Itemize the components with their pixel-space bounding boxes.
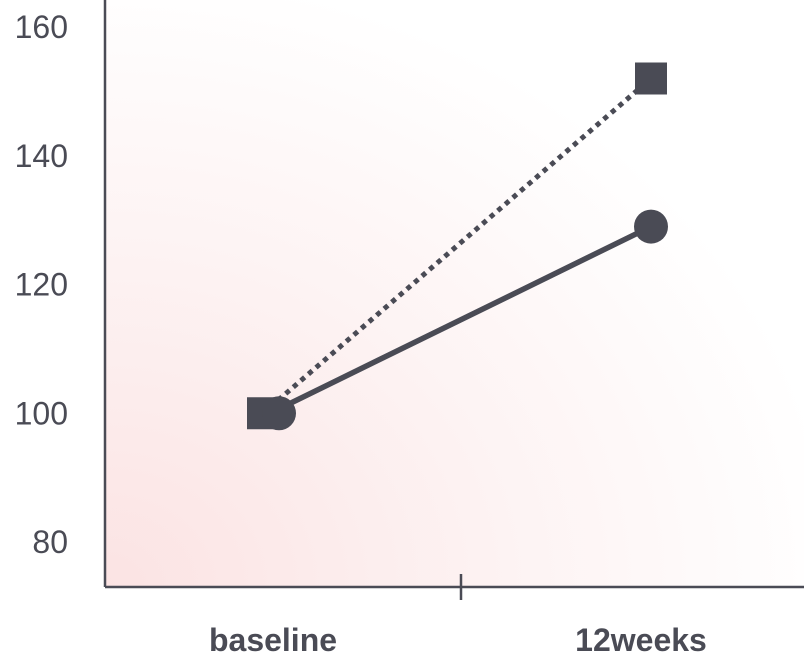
series-line-solid <box>268 224 653 416</box>
y-tick-label: 120 <box>15 267 68 303</box>
circle-marker <box>634 209 668 244</box>
plot-background <box>105 0 804 587</box>
y-tick-label: 100 <box>15 395 68 431</box>
circle-marker <box>262 396 296 431</box>
square-marker <box>635 62 667 95</box>
y-tick-label: 140 <box>15 138 68 174</box>
x-category-label: baseline <box>209 622 337 658</box>
x-category-label: 12weeks <box>575 622 707 658</box>
y-tick-label: 160 <box>15 9 68 45</box>
y-tick-label: 80 <box>32 524 68 560</box>
